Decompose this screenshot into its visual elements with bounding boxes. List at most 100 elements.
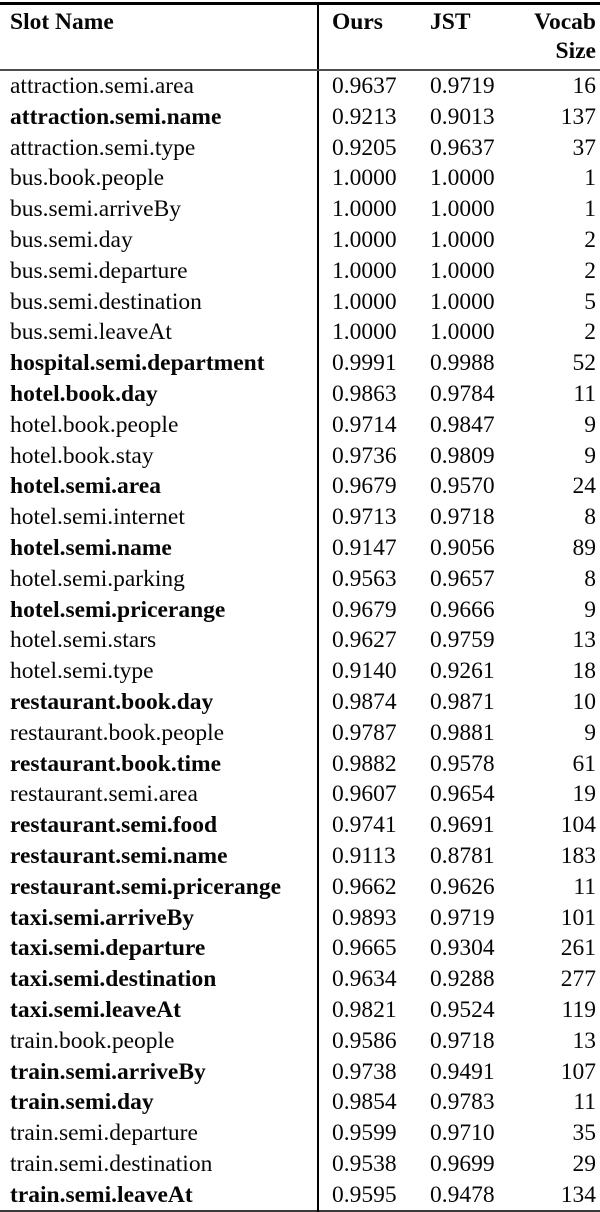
- vocab-size-cell: 2: [584, 226, 596, 253]
- slot-name-cell: train.semi.arriveBy: [0, 1056, 319, 1088]
- ours-value-cell: 0.9874: [332, 688, 397, 715]
- vocab-size-cell: 2: [584, 319, 596, 346]
- table-row: hotel.book.day 0.9863 0.9784 11: [0, 378, 600, 410]
- ours-value-cell: 0.9714: [332, 411, 397, 438]
- ours-value-cell: 1.0000: [332, 288, 397, 315]
- jst-value-cell: 0.9261: [430, 658, 495, 685]
- jst-value-cell: 0.9691: [430, 812, 495, 839]
- slot-name-cell: bus.semi.day: [0, 224, 319, 256]
- vocab-size-cell: 24: [572, 473, 597, 500]
- table-row: hotel.semi.type 0.9140 0.9261 18: [0, 656, 600, 687]
- table-row: hospital.semi.department 0.9991 0.9988 52: [0, 348, 600, 379]
- ours-value-cell: 0.9665: [332, 935, 397, 962]
- vocab-size-cell: 11: [573, 873, 596, 900]
- table-row: restaurant.semi.pricerange 0.9662 0.9626 11: [0, 871, 600, 903]
- jst-value-cell: 0.9491: [430, 1058, 495, 1085]
- vocab-size-cell: 1: [584, 196, 596, 223]
- ours-value-cell: 0.9821: [332, 996, 397, 1023]
- jst-value-cell: 0.9637: [430, 134, 495, 161]
- jst-value-cell: 0.9881: [430, 719, 495, 746]
- slot-name-cell: train.semi.day: [0, 1087, 319, 1119]
- slot-name-cell: restaurant.semi.name: [0, 840, 319, 872]
- ours-value-cell: 0.9738: [332, 1058, 397, 1085]
- ours-value-cell: 0.9662: [332, 873, 397, 900]
- jst-value-cell: 0.9288: [430, 966, 495, 993]
- jst-value-cell: 0.9578: [430, 750, 495, 777]
- vocab-size-cell: 37: [572, 134, 597, 161]
- slot-name-cell: taxi.semi.arriveBy: [0, 902, 319, 934]
- ours-value-cell: 0.9637: [332, 73, 397, 99]
- vocab-size-cell: 261: [560, 935, 596, 962]
- vocab-size-cell: 9: [584, 596, 596, 623]
- slot-name-cell: hotel.book.day: [0, 378, 319, 410]
- table-row: train.semi.departure 0.9599 0.9710 35: [0, 1118, 600, 1149]
- table-row: hotel.semi.stars 0.9627 0.9759 13: [0, 625, 600, 657]
- vocab-size-cell: 11: [573, 1089, 596, 1116]
- vocab-size-cell: 19: [572, 781, 597, 808]
- table-row: restaurant.book.people 0.9787 0.9881 9: [0, 717, 600, 749]
- ours-value-cell: 1.0000: [332, 165, 397, 192]
- table-row: train.semi.day 0.9854 0.9783 11: [0, 1087, 600, 1119]
- slot-name-cell: restaurant.book.people: [0, 717, 319, 749]
- jst-value-cell: 0.9871: [430, 688, 495, 715]
- slot-name-cell: restaurant.semi.food: [0, 810, 319, 841]
- table-row: attraction.semi.area 0.9637 0.9719 16: [0, 70, 600, 102]
- vocab-size-header-label: Vocab Size: [534, 9, 596, 64]
- ours-value-cell: 0.9147: [332, 534, 397, 561]
- slot-name-cell: bus.semi.destination: [0, 286, 319, 318]
- jst-value-cell: 0.9718: [430, 504, 495, 531]
- ours-value-cell: 0.9741: [332, 812, 397, 839]
- slot-name-cell: hotel.semi.parking: [0, 563, 319, 595]
- ours-value-cell: 1.0000: [332, 196, 397, 223]
- jst-value-cell: 0.9719: [430, 73, 495, 99]
- vocab-size-cell: 5: [584, 288, 596, 315]
- vocab-size-cell: 277: [560, 966, 596, 993]
- jst-value-cell: 0.8781: [430, 842, 495, 869]
- ours-value-cell: 0.9599: [332, 1120, 397, 1147]
- ours-value-cell: 0.9991: [332, 350, 397, 377]
- vocab-size-cell: 9: [584, 411, 596, 438]
- ours-value-cell: 0.9882: [332, 750, 397, 777]
- slot-name-cell: bus.book.people: [0, 163, 319, 195]
- jst-value-cell: 0.9719: [430, 904, 495, 931]
- table-row: train.semi.leaveAt 0.9595 0.9478 134: [0, 1179, 600, 1212]
- table-row: taxi.semi.arriveBy 0.9893 0.9719 101: [0, 902, 600, 934]
- slot-name-cell: taxi.semi.destination: [0, 964, 319, 995]
- jst-value-cell: 0.9783: [430, 1089, 495, 1116]
- slot-name-cell: hotel.book.stay: [0, 440, 319, 472]
- slot-name-cell: hotel.semi.name: [0, 532, 319, 564]
- ours-value-cell: 0.9787: [332, 719, 397, 746]
- slot-name-cell: restaurant.book.time: [0, 748, 319, 780]
- ours-value-cell: 0.9607: [332, 781, 397, 808]
- table-row: train.book.people 0.9586 0.9718 13: [0, 1025, 600, 1057]
- slot-name-cell: train.semi.leaveAt: [0, 1179, 319, 1212]
- slot-name-cell: train.semi.departure: [0, 1118, 319, 1149]
- ours-value-cell: 0.9205: [332, 134, 397, 161]
- vocab-size-cell: 8: [584, 565, 596, 592]
- jst-value-cell: 0.9056: [430, 534, 495, 561]
- table-row: hotel.semi.parking 0.9563 0.9657 8: [0, 563, 600, 595]
- ours-value-cell: 1.0000: [332, 257, 397, 284]
- ours-value-cell: 0.9113: [332, 842, 396, 869]
- ours-value-cell: 0.9679: [332, 473, 397, 500]
- jst-value-cell: 0.9657: [430, 565, 495, 592]
- vocab-size-cell: 89: [572, 534, 597, 561]
- ours-value-cell: 0.9213: [332, 103, 397, 130]
- table-row: bus.book.people 1.0000 1.0000 1: [0, 163, 600, 195]
- ours-value-cell: 0.9634: [332, 966, 397, 993]
- jst-value-cell: 0.9847: [430, 411, 495, 438]
- jst-value-cell: 0.9626: [430, 873, 495, 900]
- vocab-size-cell: 134: [560, 1181, 596, 1208]
- jst-value-cell: 1.0000: [430, 196, 495, 223]
- vocab-size-cell: 101: [560, 904, 596, 931]
- table-row: taxi.semi.leaveAt 0.9821 0.9524 119: [0, 994, 600, 1026]
- slot-name-cell: hotel.semi.stars: [0, 625, 319, 657]
- slot-name-cell: train.book.people: [0, 1025, 319, 1057]
- ours-value-cell: 1.0000: [332, 319, 397, 346]
- ours-value-cell: 0.9854: [332, 1089, 397, 1116]
- header-row: Slot Name Ours JST Vocab Size: [0, 3, 600, 71]
- table-row: restaurant.book.day 0.9874 0.9871 10: [0, 686, 600, 718]
- vocab-size-cell: 9: [584, 442, 596, 469]
- slot-name-cell: hotel.semi.internet: [0, 502, 319, 533]
